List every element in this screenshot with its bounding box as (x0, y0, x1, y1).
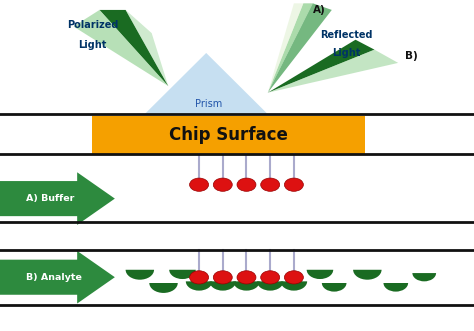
FancyBboxPatch shape (0, 172, 115, 225)
Circle shape (190, 271, 209, 284)
Polygon shape (268, 3, 313, 93)
Circle shape (284, 271, 303, 284)
Wedge shape (281, 281, 307, 291)
Wedge shape (383, 283, 408, 292)
Circle shape (284, 178, 303, 191)
Wedge shape (353, 270, 382, 280)
Text: Reflected: Reflected (320, 30, 372, 40)
FancyBboxPatch shape (92, 116, 365, 154)
Wedge shape (210, 281, 236, 291)
Text: A): A) (313, 5, 326, 15)
Polygon shape (100, 10, 168, 86)
Circle shape (237, 178, 256, 191)
Text: Light: Light (78, 40, 107, 50)
Wedge shape (322, 283, 346, 292)
Circle shape (261, 178, 280, 191)
Polygon shape (145, 53, 268, 114)
Wedge shape (186, 281, 212, 291)
Wedge shape (169, 270, 196, 279)
Wedge shape (126, 270, 154, 280)
Polygon shape (73, 10, 168, 86)
Wedge shape (233, 281, 260, 291)
Wedge shape (149, 283, 178, 293)
Text: Light: Light (332, 48, 360, 58)
Circle shape (213, 178, 232, 191)
Wedge shape (307, 270, 333, 279)
Circle shape (261, 271, 280, 284)
Wedge shape (412, 273, 436, 281)
Polygon shape (268, 3, 303, 93)
Polygon shape (268, 40, 374, 93)
Text: B) Analyte: B) Analyte (26, 273, 82, 282)
Polygon shape (268, 50, 398, 93)
Wedge shape (257, 281, 283, 291)
Text: Chip Surface: Chip Surface (169, 126, 288, 144)
Polygon shape (126, 10, 168, 86)
Circle shape (237, 271, 256, 284)
Text: A) Buffer: A) Buffer (26, 194, 74, 203)
Text: Prism: Prism (195, 99, 222, 109)
Text: Polarized: Polarized (67, 20, 118, 30)
Circle shape (213, 271, 232, 284)
Text: B): B) (405, 51, 418, 61)
Circle shape (190, 178, 209, 191)
FancyBboxPatch shape (0, 251, 115, 304)
Polygon shape (268, 3, 332, 93)
